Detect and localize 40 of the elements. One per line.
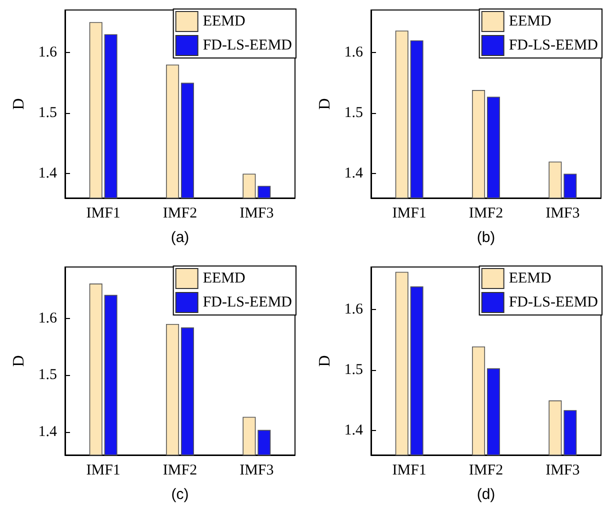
y-tick-label: 1.6 — [38, 310, 58, 326]
legend-label: EEMD — [202, 14, 246, 30]
y-tick-label: 1.4 — [344, 422, 364, 439]
y-tick-label: 1.5 — [38, 105, 57, 122]
y-tick-label: 1.4 — [38, 166, 58, 182]
legend-label: FD-LS-EEMD — [202, 294, 292, 310]
y-axis-title: D — [10, 98, 28, 110]
x-tick-label: IMF1 — [86, 206, 120, 222]
y-tick-label: 1.5 — [344, 362, 363, 378]
y-tick-label: 1.5 — [38, 367, 57, 384]
x-axis-title: (b) — [476, 229, 496, 246]
y-axis-title: D — [10, 355, 28, 367]
legend-label: EEMD — [508, 14, 552, 30]
y-tick-label: 1.4 — [344, 166, 364, 182]
y-tick-label: 1.6 — [344, 44, 364, 60]
x-tick-label: IMF3 — [546, 206, 580, 222]
y-tick-label: 1.4 — [38, 424, 58, 440]
legend-label: FD-LS-EEMD — [202, 38, 292, 54]
legend-label: FD-LS-EEMD — [508, 294, 598, 310]
x-axis-title: (d) — [476, 486, 496, 503]
x-axis-title: (c) — [171, 486, 189, 503]
y-tick-label: 1.6 — [344, 301, 364, 318]
y-axis-title: D — [316, 98, 334, 110]
legend-label: FD-LS-EEMD — [508, 38, 598, 54]
x-tick-label: IMF2 — [468, 462, 504, 478]
x-tick-label: IMF1 — [392, 462, 426, 478]
x-tick-label: IMF3 — [240, 206, 274, 222]
x-tick-label: IMF2 — [468, 206, 504, 222]
y-axis-title: D — [316, 355, 334, 367]
legend-label: EEMD — [202, 270, 246, 286]
x-axis-title: (a) — [170, 229, 190, 246]
x-tick-label: IMF2 — [162, 206, 198, 222]
x-tick-label: IMF2 — [162, 462, 198, 478]
legend-label: EEMD — [508, 270, 552, 286]
x-tick-label: IMF1 — [392, 206, 426, 222]
y-tick-label: 1.5 — [344, 105, 363, 122]
x-tick-label: IMF3 — [546, 462, 580, 478]
y-tick-label: 1.6 — [38, 44, 58, 60]
x-tick-label: IMF3 — [240, 462, 274, 478]
x-tick-label: IMF1 — [86, 462, 120, 478]
